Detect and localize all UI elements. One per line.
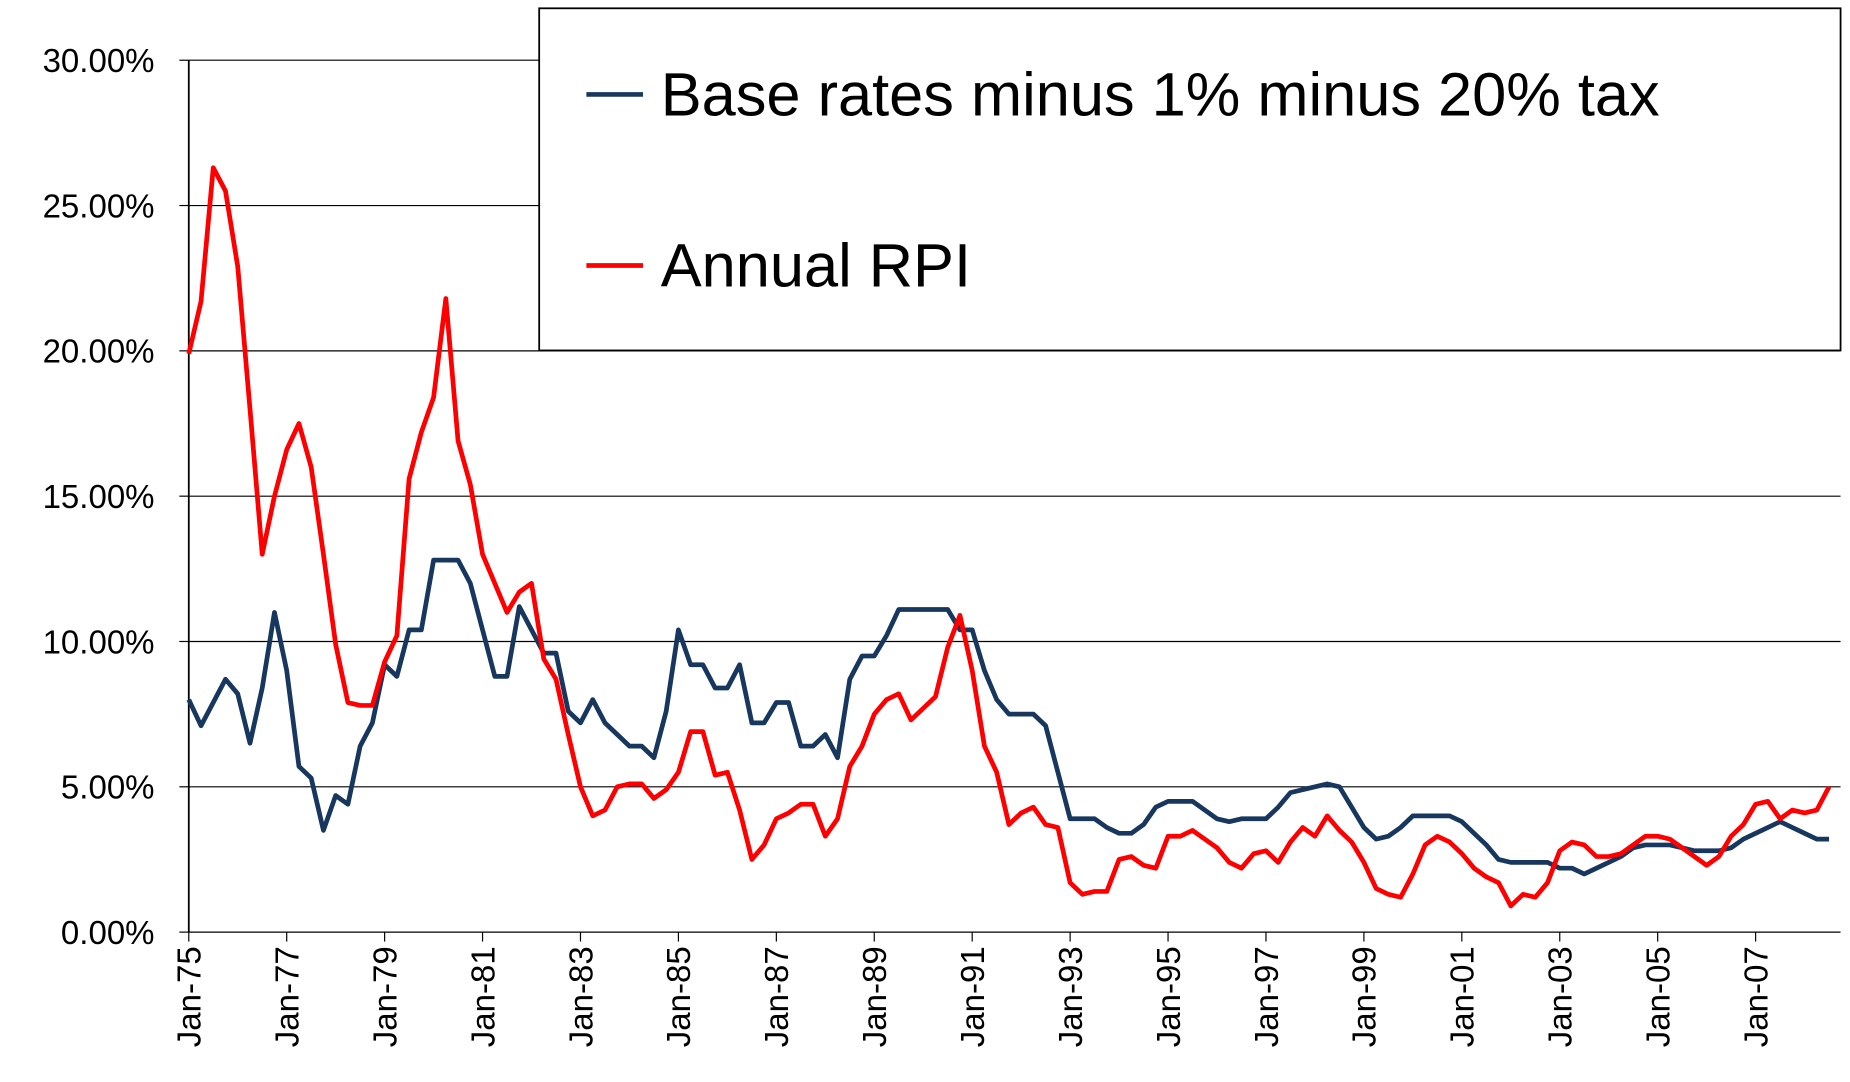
y-tick-label: 5.00% xyxy=(61,769,155,806)
x-tick-label: Jan-87 xyxy=(758,946,795,1047)
legend-label: Annual RPI xyxy=(661,232,971,301)
x-tick-label: Jan-77 xyxy=(269,946,306,1047)
y-tick-label: 10.00% xyxy=(43,623,155,660)
y-tick-label: 15.00% xyxy=(43,478,155,515)
line-series xyxy=(186,165,1832,909)
x-tick-label: Jan-95 xyxy=(1150,946,1187,1047)
legend-label: Base rates minus 1% minus 20% tax xyxy=(661,61,1660,130)
y-tick-label: 30.00% xyxy=(43,42,155,79)
x-tick-label: Jan-07 xyxy=(1737,946,1774,1047)
x-tick-label: Jan-03 xyxy=(1542,946,1579,1047)
y-tick-label: 0.00% xyxy=(61,914,155,951)
y-tick-label: 25.00% xyxy=(43,187,155,224)
legend-box xyxy=(538,7,1842,352)
x-tick-label: Jan-89 xyxy=(856,946,893,1047)
x-tick-label: Jan-01 xyxy=(1444,946,1481,1047)
x-tick-label: Jan-91 xyxy=(954,946,991,1047)
x-tick-label: Jan-93 xyxy=(1052,946,1089,1047)
x-tick-label: Jan-75 xyxy=(171,946,208,1047)
x-tick-label: Jan-81 xyxy=(464,946,501,1047)
x-tick-label: Jan-99 xyxy=(1346,946,1383,1047)
x-tick-label: Jan-97 xyxy=(1248,946,1285,1047)
x-tick-label: Jan-85 xyxy=(660,946,697,1047)
y-tick-label: 20.00% xyxy=(43,333,155,370)
x-tick-label: Jan-83 xyxy=(562,946,599,1047)
x-tick-label: Jan-79 xyxy=(366,946,403,1047)
x-tick-label: Jan-05 xyxy=(1639,946,1676,1047)
